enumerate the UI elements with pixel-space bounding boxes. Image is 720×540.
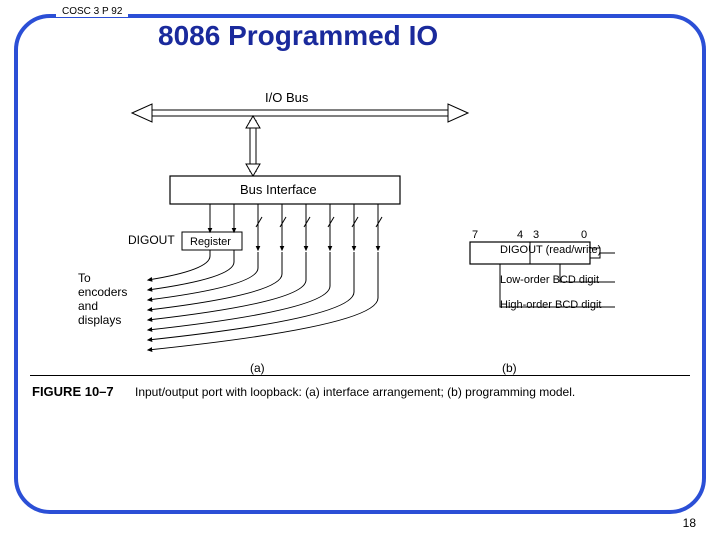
fanout-wires [148, 250, 378, 350]
io-bus-left-arrow [132, 104, 152, 122]
caption-divider [30, 375, 690, 376]
bit-3: 3 [533, 229, 539, 241]
bus-interface-label: Bus Interface [240, 182, 317, 197]
bit-7: 7 [472, 229, 478, 241]
low-bcd-label: Low-order BCD digit [500, 274, 599, 286]
sink-label: To encoders and displays [78, 271, 131, 327]
loopback-ticks [256, 217, 382, 227]
bit-0: 0 [581, 229, 587, 241]
digout-label: DIGOUT [128, 233, 175, 247]
part-b-sublabel: (b) [502, 361, 517, 375]
page-number: 18 [683, 516, 696, 530]
course-code: COSC 3 P 92 [56, 6, 128, 17]
io-bus-label: I/O Bus [265, 90, 309, 105]
register-label: Register [190, 236, 231, 248]
bit-4: 4 [517, 229, 523, 241]
digout-rw-label: DIGOUT (read/write) [500, 244, 601, 256]
slide-title: 8086 Programmed IO [158, 20, 438, 52]
figure-caption-text: Input/output port with loopback: (a) int… [135, 385, 575, 399]
part-a: I/O Bus Bus Interface DIGOUT Register [78, 90, 468, 375]
figure-area: I/O Bus Bus Interface DIGOUT Register [70, 82, 650, 412]
high-bcd-label: High-order BCD digit [500, 299, 601, 311]
io-bus-right-arrow [448, 104, 468, 122]
figure-number: FIGURE 10–7 [32, 384, 114, 399]
part-a-sublabel: (a) [250, 361, 265, 375]
figure-caption: FIGURE 10–7 Input/output port with loopb… [32, 384, 575, 399]
